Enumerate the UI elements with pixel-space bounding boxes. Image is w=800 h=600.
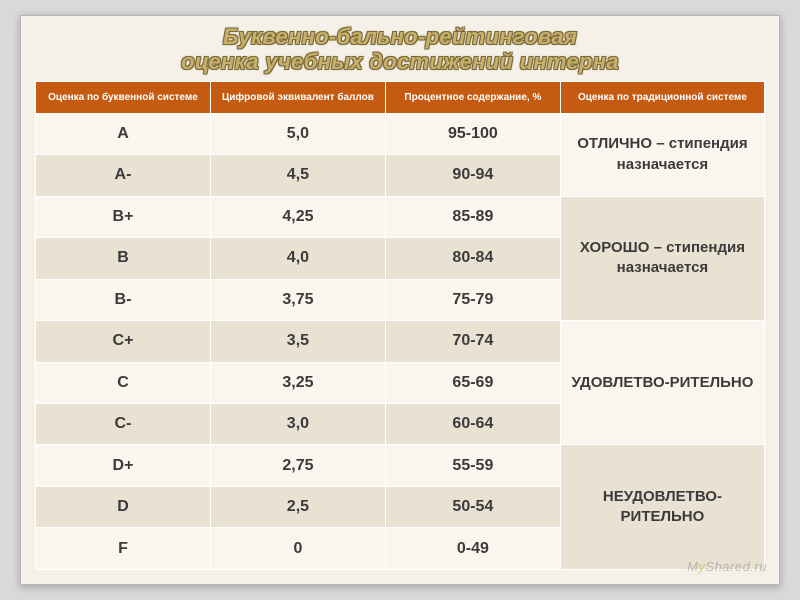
cell-score: 2,75	[210, 445, 385, 486]
cell-letter: C-	[36, 403, 211, 444]
cell-letter: B-	[36, 279, 211, 320]
cell-traditional-satisfactory: УДОВЛЕТВО-РИТЕЛЬНО	[560, 321, 764, 445]
cell-letter: B	[36, 238, 211, 279]
grading-table: Оценка по буквенной системе Цифровой экв…	[35, 81, 765, 570]
cell-letter: D	[36, 486, 211, 527]
cell-letter: C	[36, 362, 211, 403]
cell-score: 3,25	[210, 362, 385, 403]
cell-score: 3,5	[210, 321, 385, 362]
table-row: A 5,0 95-100 ОТЛИЧНО – стипендия назнача…	[36, 113, 765, 154]
col-score: Цифровой эквивалент баллов	[210, 81, 385, 113]
table-row: D+ 2,75 55-59 НЕУДОВЛЕТВО-РИТЕЛЬНО	[36, 445, 765, 486]
cell-percent: 60-64	[385, 403, 560, 444]
col-traditional: Оценка по традиционной системе	[560, 81, 764, 113]
cell-percent: 85-89	[385, 196, 560, 237]
cell-letter: A-	[36, 155, 211, 196]
cell-traditional-unsatisfactory: НЕУДОВЛЕТВО-РИТЕЛЬНО	[560, 445, 764, 570]
title-line-2: оценка учебных достижений интерна	[181, 49, 619, 74]
cell-traditional-excellent: ОТЛИЧНО – стипендия назначается	[560, 113, 764, 196]
cell-percent: 90-94	[385, 155, 560, 196]
title-line-1: Буквенно-бально-рейтинговая	[223, 24, 577, 49]
cell-traditional-good: ХОРОШО – стипендия назначается	[560, 196, 764, 320]
cell-letter: B+	[36, 196, 211, 237]
cell-score: 0	[210, 528, 385, 570]
cell-percent: 95-100	[385, 113, 560, 154]
table-row: B+ 4,25 85-89 ХОРОШО – стипендия назнача…	[36, 196, 765, 237]
cell-letter: A	[36, 113, 211, 154]
cell-percent: 80-84	[385, 238, 560, 279]
cell-score: 4,5	[210, 155, 385, 196]
cell-score: 3,75	[210, 279, 385, 320]
cell-percent: 75-79	[385, 279, 560, 320]
cell-percent: 70-74	[385, 321, 560, 362]
cell-letter: C+	[36, 321, 211, 362]
cell-score: 3,0	[210, 403, 385, 444]
slide-title: Буквенно-бально-рейтинговая оценка учебн…	[35, 24, 765, 75]
cell-score: 2,5	[210, 486, 385, 527]
cell-letter: F	[36, 528, 211, 570]
slide-container: Буквенно-бально-рейтинговая оценка учебн…	[20, 15, 780, 585]
col-percent: Процентное содержание, %	[385, 81, 560, 113]
cell-score: 4,25	[210, 196, 385, 237]
cell-percent: 65-69	[385, 362, 560, 403]
table-row: C+ 3,5 70-74 УДОВЛЕТВО-РИТЕЛЬНО	[36, 321, 765, 362]
cell-score: 4,0	[210, 238, 385, 279]
cell-score: 5,0	[210, 113, 385, 154]
cell-percent: 0-49	[385, 528, 560, 570]
cell-percent: 50-54	[385, 486, 560, 527]
cell-letter: D+	[36, 445, 211, 486]
col-letter: Оценка по буквенной системе	[36, 81, 211, 113]
table-header-row: Оценка по буквенной системе Цифровой экв…	[36, 81, 765, 113]
cell-percent: 55-59	[385, 445, 560, 486]
